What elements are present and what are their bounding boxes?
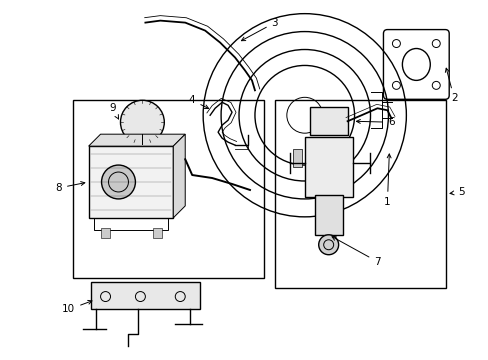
Text: 10: 10 xyxy=(62,300,92,315)
Bar xyxy=(90,282,200,310)
Text: 3: 3 xyxy=(241,18,278,41)
Polygon shape xyxy=(88,134,185,146)
Bar xyxy=(88,146,173,218)
Bar xyxy=(153,228,162,238)
Bar xyxy=(309,107,347,135)
Circle shape xyxy=(102,165,135,199)
Text: 7: 7 xyxy=(331,237,380,267)
Text: 8: 8 xyxy=(55,181,84,193)
Bar xyxy=(306,149,315,167)
Circle shape xyxy=(318,235,338,255)
Bar xyxy=(304,137,352,197)
Text: 6: 6 xyxy=(356,117,394,127)
Bar xyxy=(101,228,109,238)
Polygon shape xyxy=(173,134,185,218)
Bar xyxy=(274,100,446,288)
Text: 4: 4 xyxy=(188,95,208,109)
Bar xyxy=(73,100,264,278)
Text: 1: 1 xyxy=(384,154,390,207)
Text: 2: 2 xyxy=(445,68,457,103)
Text: 5: 5 xyxy=(449,187,464,197)
Text: 9: 9 xyxy=(109,103,119,119)
Circle shape xyxy=(120,100,164,144)
Bar xyxy=(314,195,342,235)
Bar xyxy=(292,149,301,167)
